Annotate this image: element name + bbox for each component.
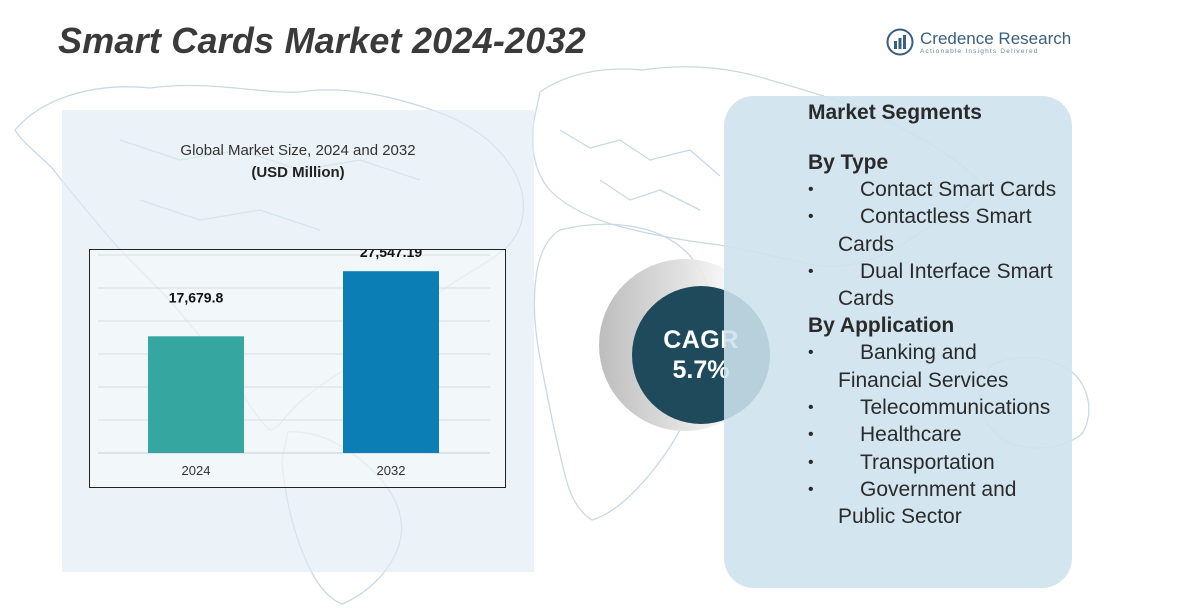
segment-item: • Government and Public Sector: [808, 476, 1066, 531]
segment-item-label: Transportation: [860, 450, 995, 474]
x-tick-label-2032: 2032: [377, 463, 406, 478]
chart-unit-label: (USD Million): [251, 164, 345, 181]
segment-item: • Contactless Smart Cards: [808, 203, 1066, 258]
market-size-panel: Global Market Size, 2024 and 2032 (USD M…: [62, 110, 534, 572]
data-label-2032: 27,547.19: [360, 250, 422, 260]
logo-tagline: Actionable Insights Delivered: [920, 47, 1039, 55]
cagr-value: 5.7%: [672, 356, 730, 384]
segments-body: By Type • Contact Smart Cards • Contactles…: [808, 149, 1066, 531]
bar-chart-plot-area: 17,679.8 2024 27,547.19 2032: [89, 249, 506, 488]
segment-item-label: Contactless Smart Cards: [838, 205, 1032, 256]
segment-item-label: Telecommunications: [860, 396, 1051, 420]
segment-item-label: Healthcare: [860, 423, 962, 447]
segment-list-type: • Contact Smart Cards • Contactless Smart …: [808, 176, 1066, 312]
bar-2024: [148, 336, 244, 453]
logo-name: Credence Research: [920, 28, 1072, 48]
data-label-2024: 17,679.8: [169, 289, 224, 305]
bullet-icon: •: [808, 181, 814, 198]
bullet-icon: •: [808, 344, 814, 362]
segment-item-label: Dual Interface Smart Cards: [838, 259, 1053, 311]
bar-chart-logo-icon: [886, 28, 914, 56]
segment-item-label: Government and Public Sector: [838, 477, 1017, 529]
bullet-icon: •: [808, 208, 814, 226]
page-title: Smart Cards Market 2024-2032: [58, 20, 586, 61]
segment-item: • Telecommunications: [808, 394, 1066, 421]
chart-title: Global Market Size, 2024 and 2032: [180, 142, 416, 159]
bar-chart: 17,679.8 2024 27,547.19 2032: [98, 250, 490, 478]
segment-item: • Healthcare: [808, 421, 1066, 448]
bar-2032: [343, 271, 439, 453]
segment-list-application: • Banking and Financial Services • Telecom…: [808, 339, 1066, 530]
segment-group-heading-type: By Type: [808, 151, 889, 174]
segment-group-heading-application: By Application: [808, 314, 955, 338]
bullet-icon: •: [808, 399, 814, 417]
credence-research-logo: Credence Research Actionable Insights De…: [886, 28, 1071, 56]
x-tick-label-2024: 2024: [182, 463, 211, 478]
market-segments-panel: Market Segments By Type • Contact Smart C…: [724, 96, 1072, 588]
segment-item: • Contact Smart Cards: [808, 176, 1066, 203]
segment-item: • Dual Interface Smart Cards: [808, 258, 1066, 313]
bullet-icon: •: [808, 426, 814, 444]
bullet-icon: •: [808, 453, 814, 471]
segment-item-label: Contact Smart Cards: [860, 178, 1057, 201]
segment-item: • Transportation: [808, 449, 1066, 476]
segment-item-label: Banking and Financial Services: [838, 341, 1009, 392]
segments-title: Market Segments: [808, 101, 982, 124]
bullet-icon: •: [808, 262, 814, 280]
segment-item: • Banking and Financial Services: [808, 339, 1066, 394]
bullet-icon: •: [808, 480, 814, 498]
